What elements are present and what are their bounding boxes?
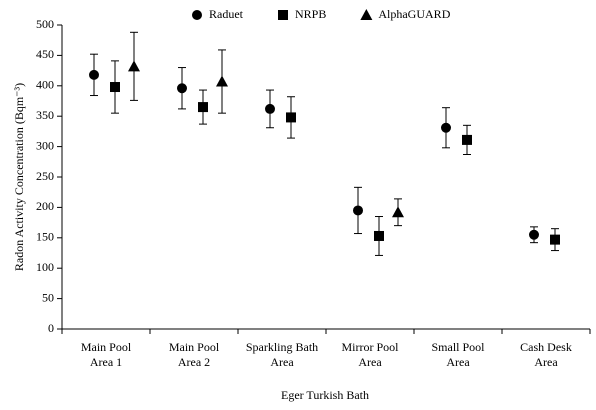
- legend-marker: [278, 10, 288, 20]
- x-tick-label: Small Pool Area: [431, 340, 485, 369]
- legend-label: NRPB: [295, 7, 326, 21]
- legend-item: NRPB: [278, 7, 326, 21]
- legend-marker: [192, 10, 202, 20]
- y-tick-label: 0: [48, 321, 54, 335]
- marker: [441, 122, 451, 133]
- marker: [89, 69, 99, 80]
- marker: [216, 75, 228, 87]
- y-tick-label: 400: [36, 78, 54, 92]
- marker: [353, 205, 363, 216]
- marker: [177, 83, 187, 94]
- y-tick-label: 150: [36, 230, 54, 244]
- x-tick-label: Sparkling Bath Area: [246, 340, 318, 369]
- y-tick-label: 50: [42, 290, 54, 304]
- x-tick-label: Main Pool Area 1: [81, 340, 132, 369]
- legend-item: AlphaGUARD: [360, 7, 451, 21]
- x-tick-label: Mirror Pool Area: [342, 340, 400, 369]
- y-tick-label: 300: [36, 138, 54, 152]
- marker: [392, 206, 404, 218]
- legend-label: AlphaGUARD: [378, 7, 450, 21]
- marker: [110, 82, 120, 93]
- y-tick-label: 200: [36, 199, 54, 213]
- x-tick-label: Main Pool Area 2: [169, 340, 220, 369]
- legend-label: Raduet: [209, 7, 244, 21]
- y-tick-label: 250: [36, 169, 54, 183]
- marker: [128, 60, 140, 72]
- y-tick-label: 350: [36, 108, 54, 122]
- x-tick-label: Cash Desk Area: [520, 340, 572, 369]
- marker: [198, 102, 208, 113]
- marker: [286, 112, 296, 123]
- marker: [462, 134, 472, 145]
- y-tick-label: 100: [36, 260, 54, 274]
- marker: [374, 230, 384, 241]
- marker: [550, 234, 560, 245]
- y-tick-label: 450: [36, 47, 54, 61]
- y-tick-label: 500: [36, 17, 54, 31]
- legend-item: Raduet: [192, 7, 244, 21]
- marker: [265, 103, 275, 114]
- x-axis-label: Eger Turkish Bath: [281, 388, 369, 402]
- y-axis-label: Radon Activity Concentration (Bqm⁻³): [12, 83, 26, 271]
- marker: [529, 229, 539, 240]
- legend-marker: [360, 9, 373, 20]
